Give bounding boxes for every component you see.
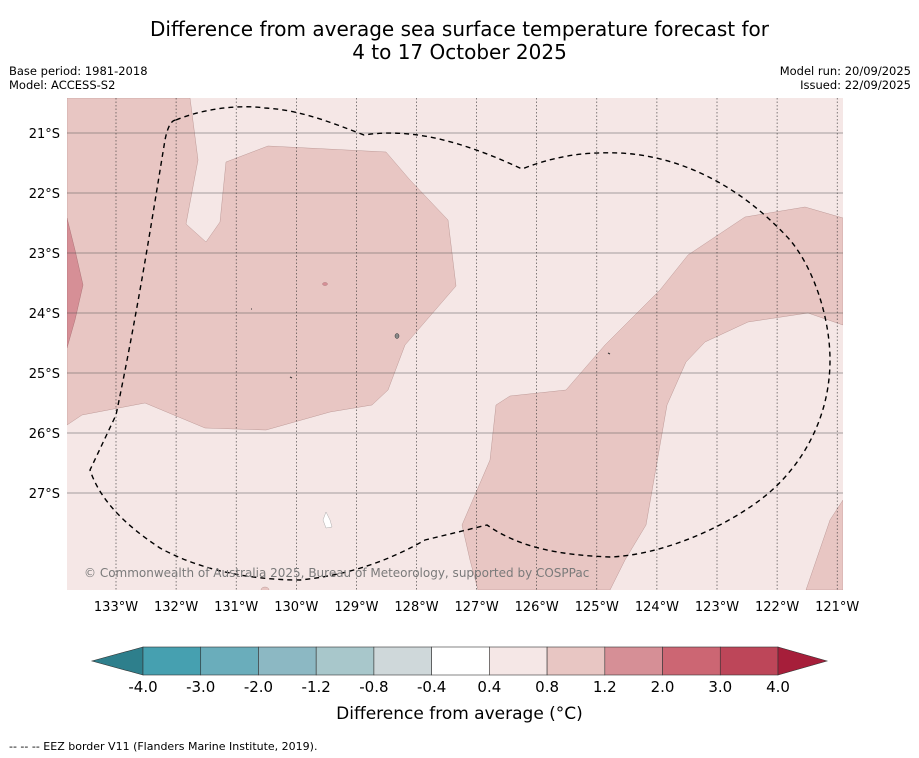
- lat-label: 21°S: [29, 127, 60, 142]
- colorbar-box: [546, 646, 606, 676]
- colorbar-tick-label: -2.0: [244, 678, 273, 696]
- island-feature: [394, 333, 400, 339]
- longitude-labels: 133°W 132°W 131°W 130°W 129°W 128°W 127°W 126°W…: [94, 600, 860, 615]
- map-gridlines: [67, 98, 843, 590]
- lat-label: 27°S: [29, 487, 60, 502]
- model-name: Model: ACCESS-S2: [9, 78, 116, 92]
- colorbar-box: [431, 646, 490, 676]
- issued-date: Issued: 22/09/2025: [800, 78, 911, 92]
- lat-label: 22°S: [29, 187, 60, 202]
- lon-label: 123°W: [695, 600, 739, 615]
- colorbar-box: [200, 646, 259, 676]
- meta-right: Model run: 20/09/2025 Issued: 22/09/2025: [780, 64, 911, 92]
- title-line-2: 4 to 17 October 2025: [352, 40, 567, 64]
- lon-label: 122°W: [755, 600, 799, 615]
- colorbar-box: [142, 646, 202, 676]
- colorbar: -4.0 -3.0 -2.0 -1.2 -0.8 -0.4 0.4 0.8 1.2 2.0 3.0 4…: [90, 646, 829, 696]
- lat-label: 25°S: [29, 367, 60, 382]
- warm-region-southeast: [805, 499, 843, 590]
- lon-label: 121°W: [815, 600, 859, 615]
- colorbar-box: [719, 646, 779, 676]
- lat-label: 26°S: [29, 427, 60, 442]
- colorbar-tick-label: 0.4: [477, 678, 501, 696]
- copyright-notice: © Commonwealth of Australia 2025, Bureau…: [84, 566, 589, 580]
- colorbar-box: [489, 646, 548, 676]
- lon-label: 130°W: [274, 600, 318, 615]
- colorbar-box: [315, 646, 375, 676]
- colorbar-box: [258, 646, 317, 676]
- colorbar-tick-label: -4.0: [128, 678, 157, 696]
- model-run: Model run: 20/09/2025: [779, 64, 911, 78]
- colorbar-boxes: [90, 646, 829, 676]
- colorbar-box: [373, 646, 432, 676]
- latitude-labels: 21°S 22°S 23°S 24°S 25°S 26°S 27°S: [29, 127, 60, 502]
- lat-label: 23°S: [29, 247, 60, 262]
- lon-label: 129°W: [334, 600, 378, 615]
- colorbar-tick-label: -0.8: [359, 678, 388, 696]
- eez-footnote: -- -- -- EEZ border V11 (Flanders Marine…: [9, 740, 318, 753]
- warm-region-central: [461, 206, 843, 590]
- lat-label: 24°S: [29, 307, 60, 322]
- colorbar-tick-label: 3.0: [708, 678, 732, 696]
- warm-region-west-edge: [67, 217, 84, 349]
- lon-label: 133°W: [94, 600, 138, 615]
- white-patch: [322, 511, 333, 529]
- lon-label: 128°W: [394, 600, 438, 615]
- colorbar-extend-low: [90, 646, 144, 676]
- small-warm-spot: [322, 282, 328, 286]
- title-line-1: Difference from average sea surface temp…: [149, 17, 769, 41]
- lon-label: 131°W: [214, 600, 258, 615]
- colorbar-box: [604, 646, 663, 676]
- lon-label: 125°W: [575, 600, 619, 615]
- colorbar-box: [662, 646, 721, 676]
- colorbar-extend-high: [777, 646, 829, 676]
- sst-anomaly-map: 21°S22°S23°S24°S25°S26°S27°S 133°W 132°W 1…: [29, 98, 860, 615]
- colorbar-tick-label: 2.0: [651, 678, 675, 696]
- colorbar-tick-label: -0.4: [417, 678, 446, 696]
- lon-label: 127°W: [455, 600, 499, 615]
- colorbar-tick-label: 0.8: [535, 678, 559, 696]
- colorbar-label: Difference from average (°C): [336, 704, 583, 724]
- lon-label: 132°W: [154, 600, 198, 615]
- colorbar-tick-label: 1.2: [593, 678, 617, 696]
- colorbar-tick-label: -3.0: [186, 678, 215, 696]
- chart-title: Difference from average sea surface temp…: [0, 18, 919, 64]
- colorbar-ticks: -4.0 -3.0 -2.0 -1.2 -0.8 -0.4 0.4 0.8 1.2 2.0 3.0 4…: [128, 678, 790, 696]
- base-period: Base period: 1981-2018: [9, 64, 148, 78]
- colorbar-tick-label: -1.2: [302, 678, 331, 696]
- lon-label: 126°W: [515, 600, 559, 615]
- eez-border: [89, 106, 831, 581]
- colorbar-tick-label: 4.0: [766, 678, 790, 696]
- meta-left: Base period: 1981-2018 Model: ACCESS-S2: [9, 64, 148, 92]
- lon-label: 124°W: [635, 600, 679, 615]
